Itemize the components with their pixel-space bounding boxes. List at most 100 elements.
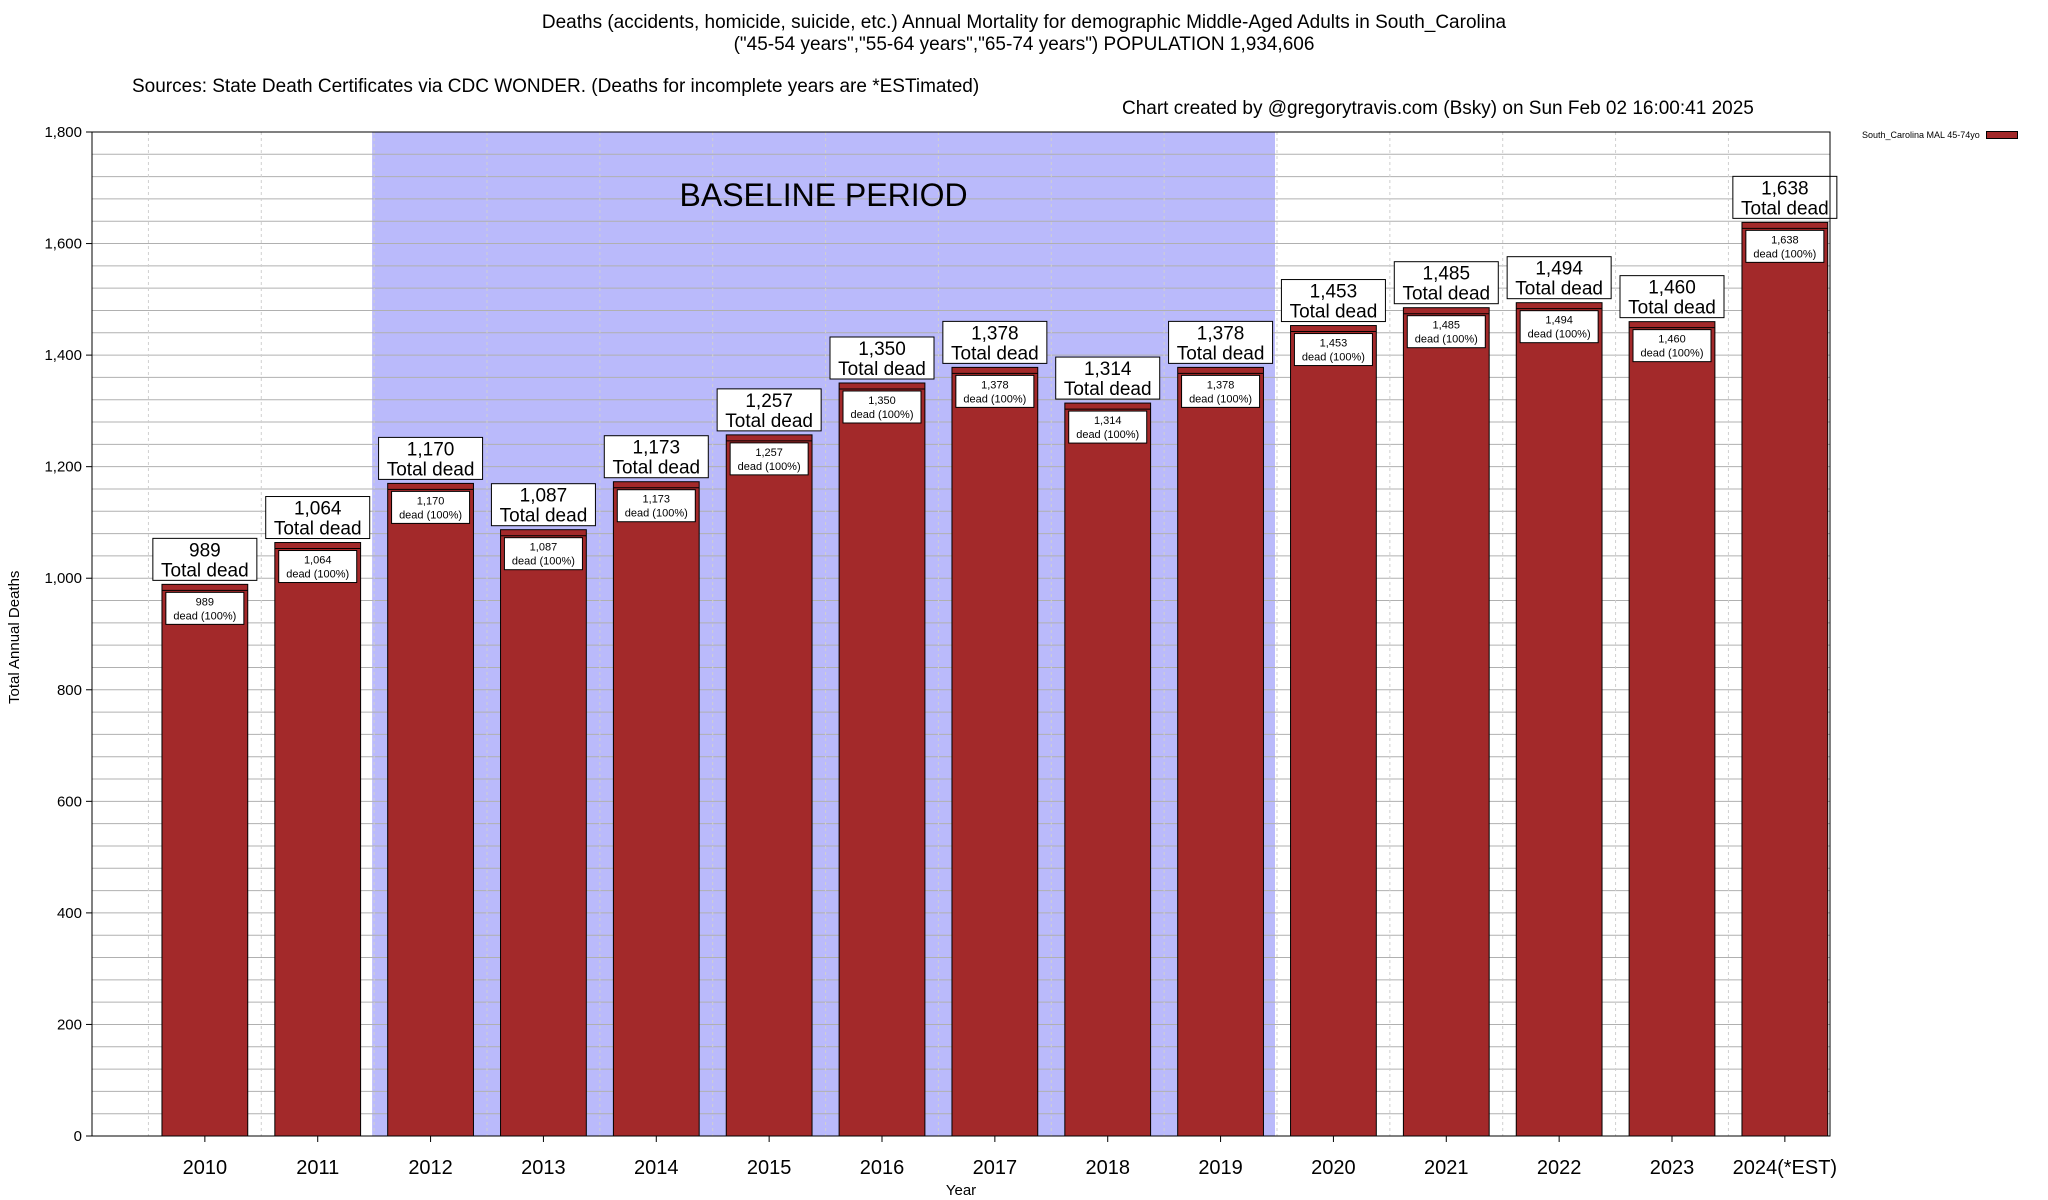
bar — [1515, 302, 1603, 1137]
data-label-suffix: Total dead — [1064, 379, 1152, 400]
legend-swatch — [1985, 131, 2018, 139]
top-label-box — [603, 435, 709, 479]
inner-label-box — [278, 550, 358, 584]
bar — [1741, 221, 1829, 1137]
inner-label-box — [1406, 315, 1486, 349]
data-label: 1,257 — [745, 391, 793, 412]
inner-value-label: 1,170 — [417, 495, 445, 507]
bar — [1177, 366, 1264, 1137]
top-label-box — [942, 320, 1048, 364]
top-label-box — [490, 483, 596, 527]
top-label-box — [1168, 320, 1274, 364]
inner-label-box — [616, 489, 696, 523]
data-label: 1,064 — [294, 499, 342, 520]
top-label-box — [1280, 279, 1386, 323]
sources-text: Sources: State Death Certificates via CD… — [132, 76, 980, 97]
x-axis-label: Year — [945, 1182, 977, 1199]
x-tick-label: 2015 — [747, 1157, 792, 1179]
top-label-box — [716, 388, 822, 432]
legend-label: South_Carolina MAL 45-74yo — [1862, 130, 1980, 140]
inner-label-box — [842, 390, 922, 424]
inner-percent-label: dead (100%) — [399, 509, 462, 521]
bar — [500, 529, 587, 1137]
inner-percent-label: dead (100%) — [851, 409, 914, 421]
top-label-box — [1732, 175, 1838, 219]
x-tick-label: 2012 — [408, 1157, 453, 1179]
y-tick-label: 600 — [57, 793, 82, 810]
inner-value-label: 1,087 — [530, 542, 558, 554]
data-label-suffix: Total dead — [161, 560, 249, 581]
inner-value-label: 1,453 — [1320, 338, 1348, 350]
inner-percent-label: dead (100%) — [1076, 429, 1139, 441]
data-label-suffix: Total dead — [387, 459, 475, 480]
data-label: 1,453 — [1310, 282, 1358, 303]
inner-label-box — [1745, 229, 1825, 263]
data-label: 1,494 — [1535, 259, 1583, 280]
data-label-suffix: Total dead — [1741, 198, 1829, 219]
bar — [1402, 307, 1490, 1137]
inner-value-label: 1,314 — [1094, 415, 1122, 427]
inner-value-label: 1,173 — [643, 494, 671, 506]
bar — [1064, 402, 1152, 1137]
y-tick-label: 200 — [57, 1016, 82, 1033]
inner-label-box — [1293, 333, 1373, 367]
data-label: 989 — [189, 540, 221, 561]
data-label-suffix: Total dead — [500, 506, 588, 527]
inner-percent-label: dead (100%) — [738, 461, 801, 473]
y-tick-label: 1,600 — [44, 236, 82, 253]
data-label-suffix: Total dead — [1290, 302, 1378, 323]
bar — [951, 366, 1039, 1137]
inner-value-label: 1,494 — [1545, 315, 1573, 327]
inner-percent-label: dead (100%) — [1302, 352, 1365, 364]
inner-value-label: 1,350 — [868, 395, 896, 407]
x-tick-label: 2017 — [973, 1157, 1018, 1179]
y-tick-label: 800 — [57, 682, 82, 699]
x-tick-label: 2021 — [1424, 1157, 1469, 1179]
x-tick-label: 2011 — [296, 1157, 339, 1179]
y-tick-label: 1,200 — [44, 459, 82, 476]
inner-value-label: 1,485 — [1433, 320, 1461, 332]
data-label-suffix: Total dead — [951, 343, 1039, 364]
x-tick-label: 2024(*EST) — [1733, 1157, 1838, 1179]
bar — [387, 482, 474, 1137]
data-label-suffix: Total dead — [1628, 298, 1716, 319]
data-label: 1,170 — [407, 439, 455, 460]
inner-value-label: 1,378 — [981, 379, 1009, 391]
inner-percent-label: dead (100%) — [173, 610, 236, 622]
x-tick-label: 2020 — [1311, 1157, 1356, 1179]
y-tick-label: 0 — [74, 1128, 82, 1145]
top-label-box — [1055, 356, 1161, 400]
chart-title: Deaths (accidents, homicide, suicide, et… — [541, 12, 1507, 33]
inner-value-label: 1,257 — [755, 447, 783, 459]
bar — [1290, 325, 1377, 1137]
top-label-box — [1393, 261, 1499, 305]
inner-percent-label: dead (100%) — [1415, 334, 1478, 346]
data-label-suffix: Total dead — [612, 458, 700, 479]
inner-percent-label: dead (100%) — [625, 508, 688, 520]
inner-label-box — [1632, 329, 1712, 363]
data-label-suffix: Total dead — [1177, 343, 1265, 364]
inner-value-label: 1,378 — [1207, 379, 1235, 391]
inner-label-box — [503, 537, 583, 571]
inner-value-label: 989 — [196, 596, 214, 608]
top-label-box — [829, 336, 935, 380]
data-label: 1,350 — [858, 339, 906, 360]
x-tick-label: 2010 — [183, 1157, 228, 1179]
sources-line: Sources: State Death Certificates via CD… — [0, 54, 2048, 120]
data-label-suffix: Total dead — [274, 519, 362, 540]
x-tick-label: 2013 — [521, 1157, 566, 1179]
top-label-box — [265, 496, 371, 540]
credit-text: Chart created by @gregorytravis.com (Bsk… — [1122, 98, 1754, 119]
inner-percent-label: dead (100%) — [286, 569, 349, 581]
bar — [838, 382, 926, 1137]
x-tick-label: 2016 — [860, 1157, 905, 1179]
inner-percent-label: dead (100%) — [512, 556, 575, 568]
data-label-suffix: Total dead — [1402, 284, 1490, 305]
inner-value-label: 1,638 — [1771, 234, 1799, 246]
inner-label-box — [391, 490, 471, 524]
bar — [725, 434, 813, 1137]
bar — [612, 481, 700, 1137]
inner-value-label: 1,460 — [1658, 334, 1686, 346]
data-label: 1,485 — [1423, 264, 1471, 285]
